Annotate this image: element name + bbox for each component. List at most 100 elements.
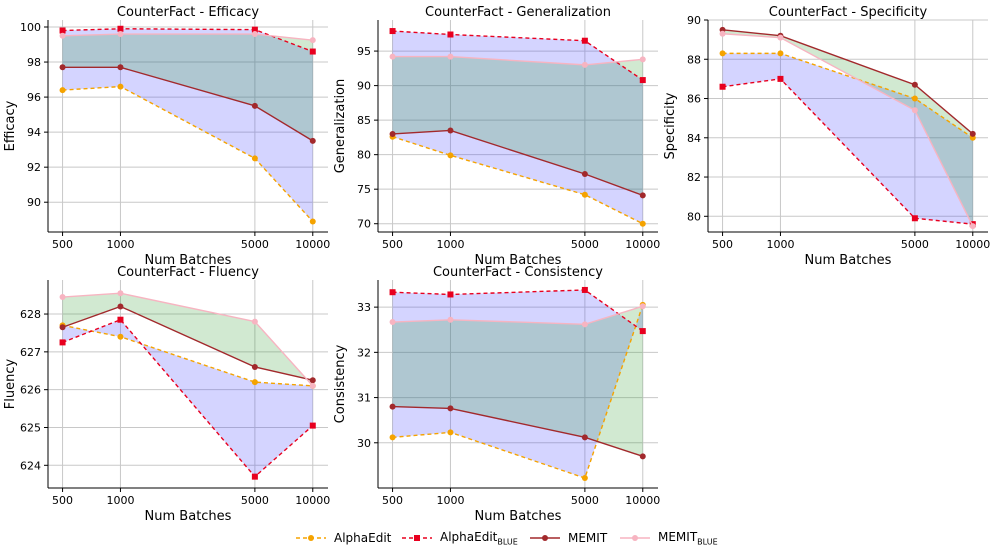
point-alphaedit-blue (719, 83, 726, 90)
point-memit-blue (969, 223, 976, 230)
y-tick-label: 96 (27, 91, 41, 104)
fill-alphaedit (62, 319, 313, 477)
point-alphaedit-blue (777, 75, 784, 82)
point-memit (447, 405, 454, 412)
fill-memit (62, 293, 313, 386)
point-memit (447, 127, 454, 134)
legend-line-memit-icon (530, 535, 560, 541)
figure-canvas: 500 1000 5000 10000 90 92 94 96 98 100 CounterFact… (3, 5, 990, 524)
fill-alphaedit (722, 53, 973, 225)
point-alphaedit (447, 429, 454, 436)
chart-title: CounterFact - Generalization (425, 5, 611, 20)
point-alphaedit (309, 218, 316, 225)
point-memit-blue (117, 290, 124, 297)
series-line-memit-blue (62, 292, 314, 387)
point-memit (59, 64, 66, 71)
x-tick-label: 500 (52, 238, 73, 251)
y-tick-label: 75 (357, 183, 371, 196)
series-line-alphaedit-blue (62, 318, 314, 478)
point-alphaedit (59, 87, 66, 94)
y-tick-label: 90 (687, 14, 701, 27)
point-alphaedit (447, 152, 454, 159)
point-memit (59, 324, 66, 331)
point-alphaedit-blue (309, 422, 316, 429)
chart-1: 500 1000 5000 10000 70 75 80 85 90 95 CounterFact … (333, 5, 660, 268)
x-tick-label: 10000 (295, 494, 330, 507)
chart-title: CounterFact - Consistency (433, 265, 603, 280)
point-memit-blue (581, 61, 588, 68)
point-memit (251, 363, 258, 370)
series-line-alphaedit-blue (392, 289, 644, 332)
x-tick-label: 500 (712, 238, 733, 251)
point-alphaedit-blue (59, 27, 66, 34)
point-memit-blue (389, 53, 396, 60)
point-alphaedit-blue (447, 31, 454, 38)
point-memit (389, 403, 396, 410)
chart-4: 500 1000 5000 10000 30 31 32 33 CounterFact - Co… (333, 265, 660, 524)
point-alphaedit-blue (389, 289, 396, 296)
y-tick-label: 86 (687, 93, 701, 106)
point-memit-blue (389, 319, 396, 326)
point-memit (309, 137, 316, 144)
x-tick-label: 10000 (625, 494, 660, 507)
point-alphaedit (719, 50, 726, 57)
x-tick-label: 500 (382, 238, 403, 251)
point-memit (639, 192, 646, 199)
y-axis-label: Efficacy (3, 100, 18, 151)
fill-memit (722, 29, 973, 227)
fill-alphaedit (62, 28, 313, 222)
point-memit-blue (581, 321, 588, 328)
point-memit-blue (447, 316, 454, 323)
y-tick-label: 88 (687, 53, 701, 66)
y-tick-label: 80 (357, 149, 371, 162)
point-alphaedit-blue (251, 473, 258, 480)
legend-item-alphaedit-blue: AlphaEditBLUE (402, 528, 518, 548)
point-memit (911, 81, 918, 88)
x-axis-label: Num Batches (145, 509, 232, 524)
series-line-memit (62, 305, 313, 381)
chart-2: 500 1000 5000 10000 80 82 84 86 88 90 CounterFact … (663, 5, 990, 268)
legend-label-alphaedit-blue: AlphaEditBLUE (440, 529, 518, 547)
y-tick-label: 85 (357, 114, 371, 127)
point-alphaedit (581, 191, 588, 198)
point-alphaedit-blue (251, 26, 258, 33)
point-memit-blue (251, 318, 258, 325)
chart-title: CounterFact - Efficacy (117, 5, 259, 20)
series-line-memit-blue (62, 33, 313, 41)
x-axis-label: Num Batches (145, 253, 232, 268)
y-tick-label: 94 (27, 126, 41, 139)
point-alphaedit (911, 95, 918, 102)
point-memit-blue (309, 382, 316, 389)
x-tick-label: 1000 (436, 238, 464, 251)
series-line-memit (392, 129, 644, 197)
point-memit (581, 434, 588, 441)
y-tick-label: 80 (687, 210, 701, 223)
y-tick-label: 90 (27, 196, 41, 209)
chart-title: CounterFact - Fluency (117, 265, 259, 280)
series-line-alphaedit (62, 85, 314, 222)
point-alphaedit-blue (639, 328, 646, 335)
point-memit (309, 377, 316, 384)
point-memit-blue (309, 37, 316, 44)
series-line-alphaedit-blue (722, 78, 973, 225)
point-memit-blue (639, 56, 646, 63)
series-line-memit (722, 29, 974, 135)
chart-0: 500 1000 5000 10000 90 92 94 96 98 100 CounterFact… (3, 5, 330, 268)
legend-item-alphaedit: AlphaEdit (296, 528, 391, 548)
y-tick-label: 84 (687, 132, 701, 145)
legend-label-memit: MEMIT (568, 531, 608, 545)
y-tick-label: 100 (20, 21, 41, 34)
x-tick-label: 500 (52, 494, 73, 507)
y-axis-label: Specificity (663, 92, 678, 159)
point-alphaedit-blue (117, 316, 124, 323)
x-tick-label: 1000 (436, 494, 464, 507)
x-tick-label: 10000 (625, 238, 660, 251)
point-memit (117, 303, 124, 310)
x-tick-label: 1000 (106, 238, 134, 251)
point-memit-blue (777, 34, 784, 41)
y-tick-label: 627 (20, 346, 41, 359)
y-tick-label: 90 (357, 80, 371, 93)
legend-item-memit-blue: MEMITBLUE (620, 528, 718, 548)
point-alphaedit (581, 475, 588, 482)
point-alphaedit (117, 333, 124, 340)
